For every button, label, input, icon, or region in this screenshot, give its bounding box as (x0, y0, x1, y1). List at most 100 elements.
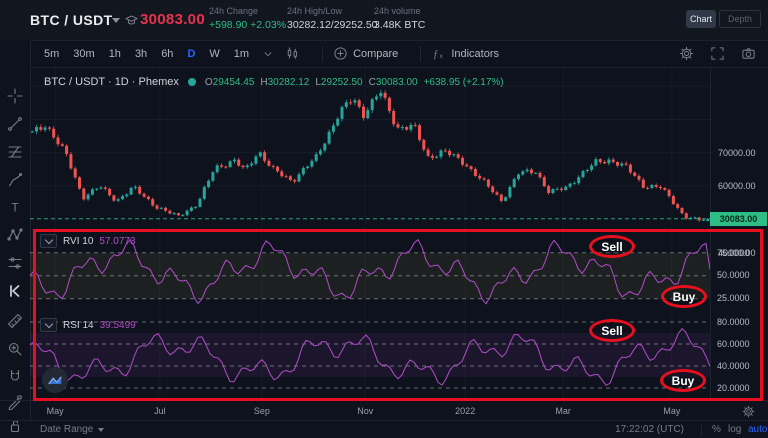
rvi-buy-badge: Buy (661, 285, 707, 308)
time-axis-label: Sep (253, 406, 270, 416)
auto-scale-button[interactable]: auto (748, 424, 768, 435)
time-axis-label: Nov (357, 406, 374, 416)
time-axis-label: Jul (154, 406, 166, 416)
rsi-axis-label: 20.0000 (717, 383, 750, 393)
market-type-icon[interactable] (124, 13, 139, 28)
fullscreen-icon[interactable] (710, 46, 725, 61)
rvi-sell-badge: Sell (589, 235, 635, 258)
rvi-axis-label: 75.0000 (717, 248, 750, 258)
stat-24h-change: 24h Change +598.90 +2.03% (209, 6, 287, 31)
settings-gear-icon[interactable] (679, 46, 694, 61)
chevron-down-icon[interactable] (112, 18, 120, 23)
chevron-down-icon (44, 319, 53, 329)
rsi-collapse-button[interactable] (40, 318, 57, 332)
price-axis-label: 40000.00 (718, 248, 756, 258)
candlestick-icon (287, 47, 298, 59)
stat-24h-high-low: 24h High/Low 30282.12/29252.50 (287, 6, 378, 31)
toolbar-divider (322, 45, 324, 62)
collapse-sidebar-button[interactable] (3, 279, 27, 303)
ohlc-change: +638.95 (+2.17%) (423, 76, 504, 88)
indicators-button[interactable]: ƒ x Indicators (433, 47, 500, 61)
rsi-header: RSI 14 39.5499 (40, 318, 136, 332)
percent-scale-button[interactable]: % (712, 424, 721, 435)
current-price-tag: 30083.00 (710, 212, 767, 226)
time-axis-label: 2022 (455, 406, 476, 416)
forecast-tool[interactable] (3, 251, 27, 275)
price-axis[interactable]: 70000.00 60000.00 50000.00 40000.00 4000… (710, 68, 768, 400)
rvi-axis-label: 50.0000 (717, 270, 750, 280)
pattern-tool[interactable] (3, 223, 27, 247)
interval-button-active[interactable]: D (187, 47, 196, 60)
chart-view-button[interactable]: Chart (686, 10, 716, 28)
sliders-icon (8, 257, 22, 269)
legend-title[interactable]: BTC / USDT · 1D · Phemex (44, 76, 179, 88)
axis-settings-gear-icon[interactable] (742, 405, 755, 418)
candlestick-chart[interactable] (30, 68, 710, 229)
measure-tool[interactable] (3, 309, 27, 333)
time-axis-label: May (46, 406, 64, 416)
chart-legend: BTC / USDT · 1D · Phemex O29454.45 H3028… (44, 76, 504, 88)
price-axis-label: 70000.00 (718, 148, 756, 158)
candle-style-button[interactable] (285, 46, 300, 61)
text-tool[interactable]: T (3, 195, 27, 219)
rsi-axis-label: 80.0000 (717, 317, 750, 327)
rvi-value: 57.0773 (99, 235, 136, 247)
interval-button[interactable]: W (209, 47, 220, 60)
time-axis-label: Mar (555, 406, 571, 416)
magnet-tool[interactable] (3, 365, 27, 389)
crosshair-icon (7, 88, 23, 104)
log-scale-button[interactable]: log (728, 424, 742, 435)
fib-retracement-tool[interactable] (3, 140, 27, 164)
trend-line-tool[interactable] (3, 112, 27, 136)
rsi-value: 39.5499 (99, 319, 136, 331)
fx-icon: ƒ x (433, 48, 444, 60)
arrow-left-icon (10, 285, 20, 297)
interval-button[interactable]: 6h (161, 47, 174, 60)
compare-button[interactable]: Compare (333, 46, 398, 61)
chevron-down-icon (44, 235, 53, 245)
rsi-sell-badge: Sell (589, 319, 635, 342)
brush-tool[interactable] (3, 168, 27, 192)
fib-retracement-icon (8, 146, 22, 158)
magnet-icon (10, 369, 20, 381)
rvi-indicator-panel[interactable] (29, 229, 711, 312)
drawing-toolbar: T (0, 40, 31, 433)
top-bar: BTC / USDT 30083.00 24h Change +598.90 +… (0, 0, 768, 41)
rsi-axis-label: 60.0000 (717, 339, 750, 349)
bottom-divider (701, 424, 702, 436)
ruler-icon (7, 313, 23, 329)
clock-utc[interactable]: 17:22:02 (UTC) (615, 424, 684, 435)
camera-icon[interactable] (741, 46, 756, 61)
chart-toolbar: 5m 30m 1h 3h 6h D W 1m Compare ƒ x (30, 40, 768, 68)
svg-text:T: T (11, 201, 19, 215)
interval-button[interactable]: 3h (134, 47, 148, 60)
ohlc-close: C30083.00 (368, 76, 418, 88)
rvi-name[interactable]: RVI 10 (63, 235, 94, 247)
interval-button[interactable]: 1m (233, 47, 250, 60)
rsi-indicator-panel[interactable] (29, 312, 711, 400)
rvi-header: RVI 10 57.0773 (40, 234, 136, 248)
bottom-bar: Date Range 17:22:02 (UTC) % log auto (0, 420, 768, 438)
date-range-button[interactable]: Date Range (40, 424, 105, 435)
chevron-down-icon (264, 51, 272, 56)
visibility-dot-icon[interactable] (187, 78, 196, 86)
price-axis-label: 60000.00 (718, 181, 756, 191)
time-axis[interactable]: May Jul Sep Nov 2022 Mar May (0, 400, 768, 420)
rsi-name[interactable]: RSI 14 (63, 319, 94, 331)
rsi-axis-label: 40.0000 (717, 361, 750, 371)
interval-button[interactable]: 5m (44, 47, 60, 60)
rvi-collapse-button[interactable] (40, 234, 57, 248)
crosshair-tool[interactable] (3, 84, 27, 108)
rsi-buy-badge: Buy (660, 369, 706, 392)
interval-button[interactable]: 30m (73, 47, 95, 60)
trend-line-icon (8, 117, 22, 131)
symbol-name[interactable]: BTC / USDT (30, 12, 113, 28)
mountain-logo-icon (48, 376, 62, 385)
zoom-in-tool[interactable] (3, 337, 27, 361)
depth-view-button[interactable]: Depth (719, 10, 761, 28)
interval-button[interactable]: 1h (108, 47, 121, 60)
rvi-axis-label: 25.0000 (717, 293, 750, 303)
interval-menu-button[interactable] (263, 49, 273, 59)
xabcd-pattern-icon (7, 228, 23, 241)
